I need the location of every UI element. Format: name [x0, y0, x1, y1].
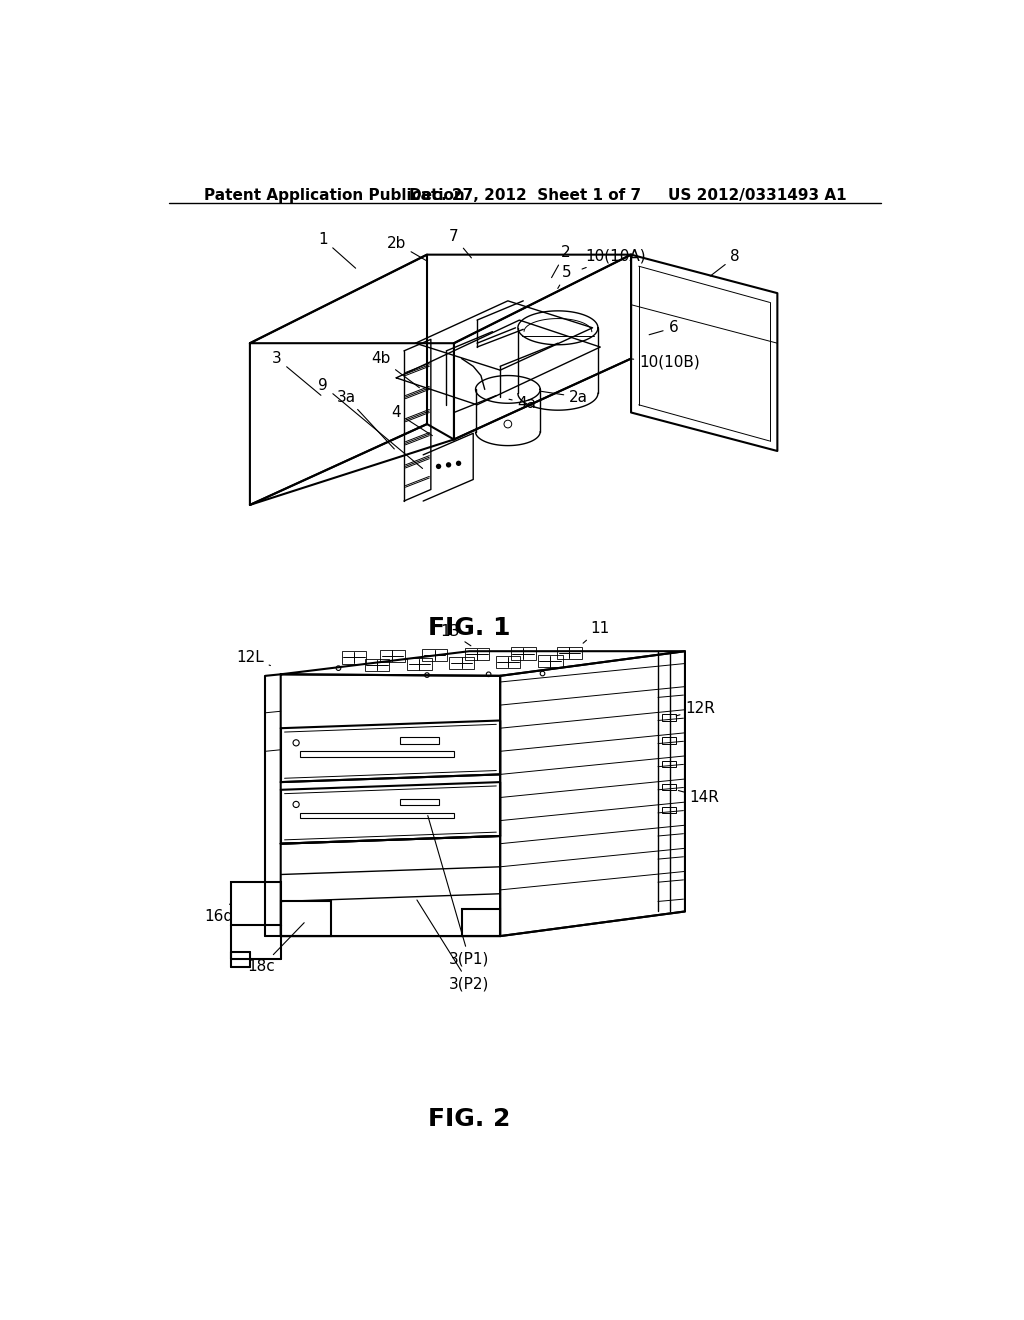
Bar — [511, 647, 536, 660]
Text: 12L: 12L — [237, 649, 270, 665]
Text: 16d: 16d — [205, 904, 233, 924]
Text: 10(10B): 10(10B) — [630, 355, 700, 370]
Text: 1: 1 — [318, 232, 355, 268]
Circle shape — [445, 462, 452, 467]
Bar — [365, 659, 389, 671]
Text: 7: 7 — [450, 230, 471, 257]
Text: 6: 6 — [649, 321, 678, 335]
Text: 10(10A): 10(10A) — [582, 248, 646, 269]
Bar — [450, 656, 474, 669]
Text: 4b: 4b — [371, 351, 420, 388]
Bar — [662, 807, 676, 813]
Text: 11: 11 — [583, 620, 610, 643]
Bar — [380, 649, 404, 663]
Text: 4a: 4a — [509, 396, 537, 411]
Bar — [300, 751, 454, 756]
Bar — [496, 656, 520, 668]
Text: 3(P1): 3(P1) — [428, 816, 489, 966]
Bar — [662, 760, 676, 767]
Text: 13: 13 — [440, 624, 471, 645]
Bar — [465, 648, 489, 660]
Text: 9: 9 — [318, 378, 423, 469]
Bar — [462, 909, 500, 936]
Text: 4: 4 — [391, 405, 432, 436]
Bar — [557, 647, 582, 659]
Bar — [281, 902, 331, 936]
Bar — [538, 655, 562, 668]
Text: 2: 2 — [552, 244, 570, 277]
Bar — [400, 738, 438, 743]
Text: 2b: 2b — [386, 235, 427, 261]
Bar — [400, 799, 438, 805]
Text: Dec. 27, 2012  Sheet 1 of 7: Dec. 27, 2012 Sheet 1 of 7 — [409, 187, 641, 203]
Bar — [662, 784, 676, 789]
Circle shape — [456, 461, 461, 466]
Text: 18c: 18c — [248, 923, 304, 974]
Bar — [300, 813, 454, 818]
Bar — [662, 714, 676, 721]
Bar — [230, 882, 281, 924]
Text: Patent Application Publication: Patent Application Publication — [204, 187, 465, 203]
Bar — [342, 651, 367, 664]
Text: 12R: 12R — [676, 701, 716, 717]
Text: FIG. 1: FIG. 1 — [428, 616, 511, 640]
Bar — [662, 738, 676, 743]
Text: FIG. 2: FIG. 2 — [428, 1107, 511, 1131]
Circle shape — [436, 463, 441, 469]
Text: 14R: 14R — [679, 789, 719, 805]
Text: 8: 8 — [711, 249, 739, 276]
Text: 3a: 3a — [337, 389, 394, 449]
Text: US 2012/0331493 A1: US 2012/0331493 A1 — [668, 187, 847, 203]
Text: 2a: 2a — [542, 389, 588, 405]
Bar — [422, 649, 447, 661]
Text: 3: 3 — [272, 351, 321, 395]
Text: 3(P2): 3(P2) — [417, 900, 489, 991]
Bar — [407, 659, 432, 671]
Text: 5: 5 — [558, 265, 572, 289]
